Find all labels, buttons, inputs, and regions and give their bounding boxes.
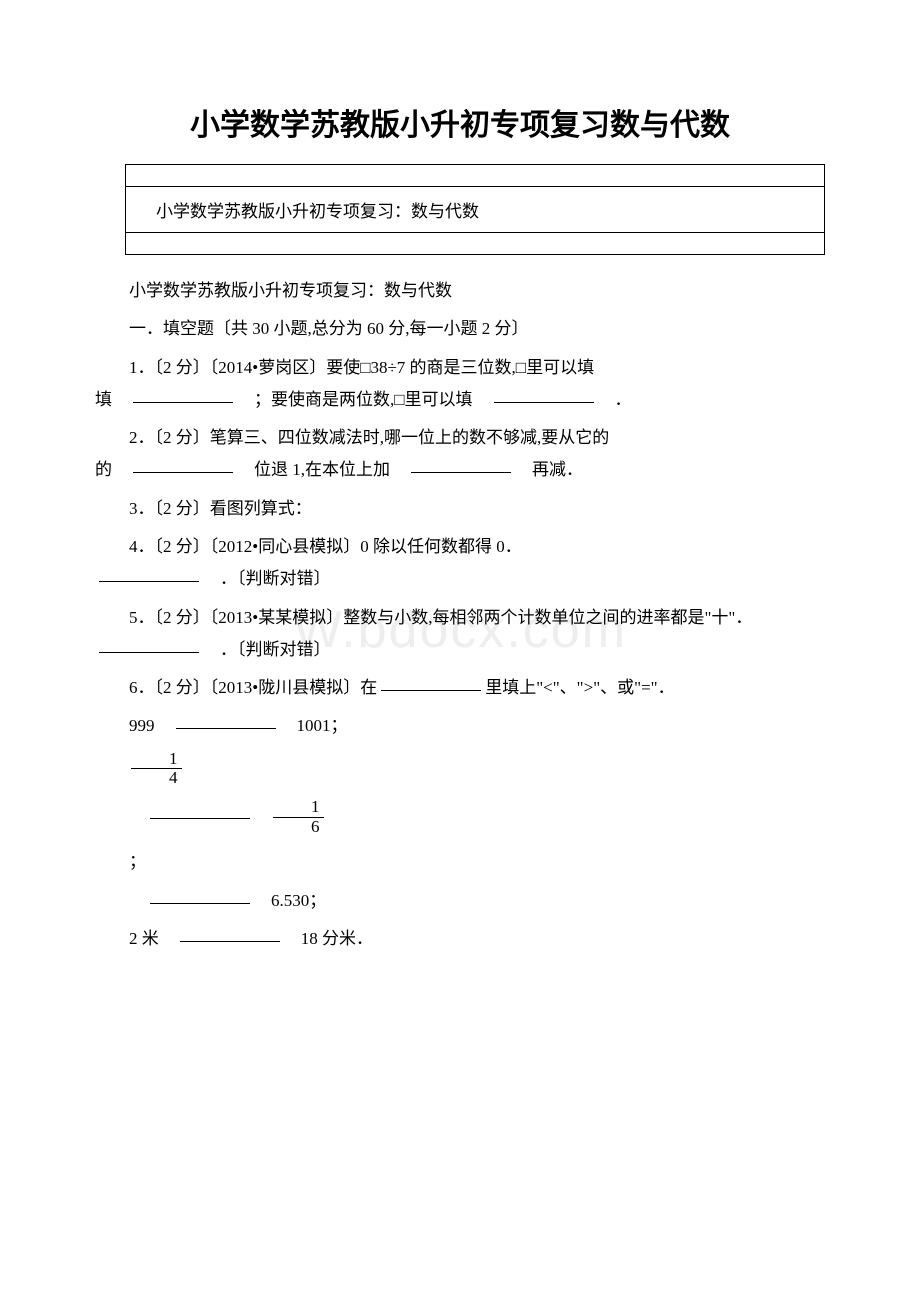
blank-fill [494, 385, 594, 403]
q5-text-a: 5．〔2 分〕〔2013•某某模拟〕整数与小数,每相邻两个计数单位之间的进率都是… [129, 608, 744, 627]
q5-text-b: ．〔判断对错〕 [220, 640, 331, 659]
fraction-1-4: 1 4 [95, 750, 825, 788]
q1-text-b: ；要使商是两位数,□里可以填 [254, 390, 473, 409]
numerator: 1 [273, 798, 324, 818]
q1-text-c: ． [615, 390, 632, 409]
value-6530: 6.530； [271, 891, 326, 910]
denominator: 6 [273, 818, 324, 837]
question-4: 4．〔2 分〕〔2012•同心县模拟〕0 除以任何数都得 0． ．〔判断对错〕 [95, 531, 825, 596]
compare-blank-frac: 1 6 [95, 798, 825, 836]
q2-text-a: 2．〔2 分〕笔算三、四位数减法时,哪一位上的数不够减,要从它的 [129, 428, 609, 447]
blank-fill [411, 455, 511, 473]
question-3: 3．〔2 分〕看图列算式： [95, 493, 825, 525]
denominator: 4 [131, 769, 182, 788]
question-1: 1．〔2 分〕〔2014•萝岗区〕要使□38÷7 的商是三位数,□里可以填 填 … [95, 352, 825, 417]
blank-fill [133, 385, 233, 403]
fraction-icon: 1 4 [131, 750, 182, 788]
fraction-icon: 1 6 [273, 798, 324, 836]
document-content: 小学数学苏教版小升初专项复习数与代数 小学数学苏教版小升初专项复习：数与代数 小… [95, 100, 825, 955]
compare-line-999: 999 1001； [95, 711, 825, 736]
value-18dm: 18 分米． [301, 929, 373, 948]
value-999: 999 [129, 716, 155, 735]
blank-fill [180, 924, 280, 942]
q4-text-a: 4．〔2 分〕〔2012•同心县模拟〕0 除以任何数都得 0． [129, 537, 522, 556]
q4-text-b: ．〔判断对错〕 [220, 569, 331, 588]
value-1001: 1001； [297, 716, 348, 735]
q6-text-a: 6．〔2 分〕〔2013•陇川县模拟〕在 [129, 678, 377, 697]
section-heading: 一．填空题〔共 30 小题,总分为 60 分,每一小题 2 分〕 [95, 313, 825, 345]
question-5: 5．〔2 分〕〔2013•某某模拟〕整数与小数,每相邻两个计数单位之间的进率都是… [95, 602, 825, 667]
blank-fill [150, 801, 250, 819]
question-6: 6．〔2 分〕〔2013•陇川县模拟〕在 里填上"<"、">"、或"="． [95, 672, 825, 704]
numerator: 1 [131, 750, 182, 770]
q1-text-a: 1．〔2 分〕〔2014•萝岗区〕要使□38÷7 的商是三位数,□里可以填 [129, 358, 594, 377]
semicolon-line: ； [95, 846, 825, 878]
blank-fill [99, 635, 199, 653]
compare-line-2m: 2 米 18 分米． [95, 923, 825, 955]
blank-fill [381, 673, 481, 691]
table-footer-row [126, 232, 824, 254]
blank-fill [133, 455, 233, 473]
title-table: 小学数学苏教版小升初专项复习：数与代数 [125, 164, 825, 255]
q6-text-b: 里填上"<"、">"、或"="． [485, 678, 674, 697]
blank-fill [99, 564, 199, 582]
blank-fill [150, 886, 250, 904]
q2-text-b: 位退 1,在本位上加 [254, 460, 390, 479]
table-header-row [126, 165, 824, 187]
subtitle-text: 小学数学苏教版小升初专项复习：数与代数 [95, 275, 825, 307]
question-2: 2．〔2 分〕笔算三、四位数减法时,哪一位上的数不够减,要从它的 的 位退 1,… [95, 422, 825, 487]
compare-line-653: 6.530； [95, 885, 825, 917]
value-2m: 2 米 [129, 929, 159, 948]
table-content-cell: 小学数学苏教版小升初专项复习：数与代数 [126, 187, 824, 232]
main-title: 小学数学苏教版小升初专项复习数与代数 [95, 100, 825, 144]
blank-fill [176, 711, 276, 729]
q2-text-c: 再减． [532, 460, 583, 479]
